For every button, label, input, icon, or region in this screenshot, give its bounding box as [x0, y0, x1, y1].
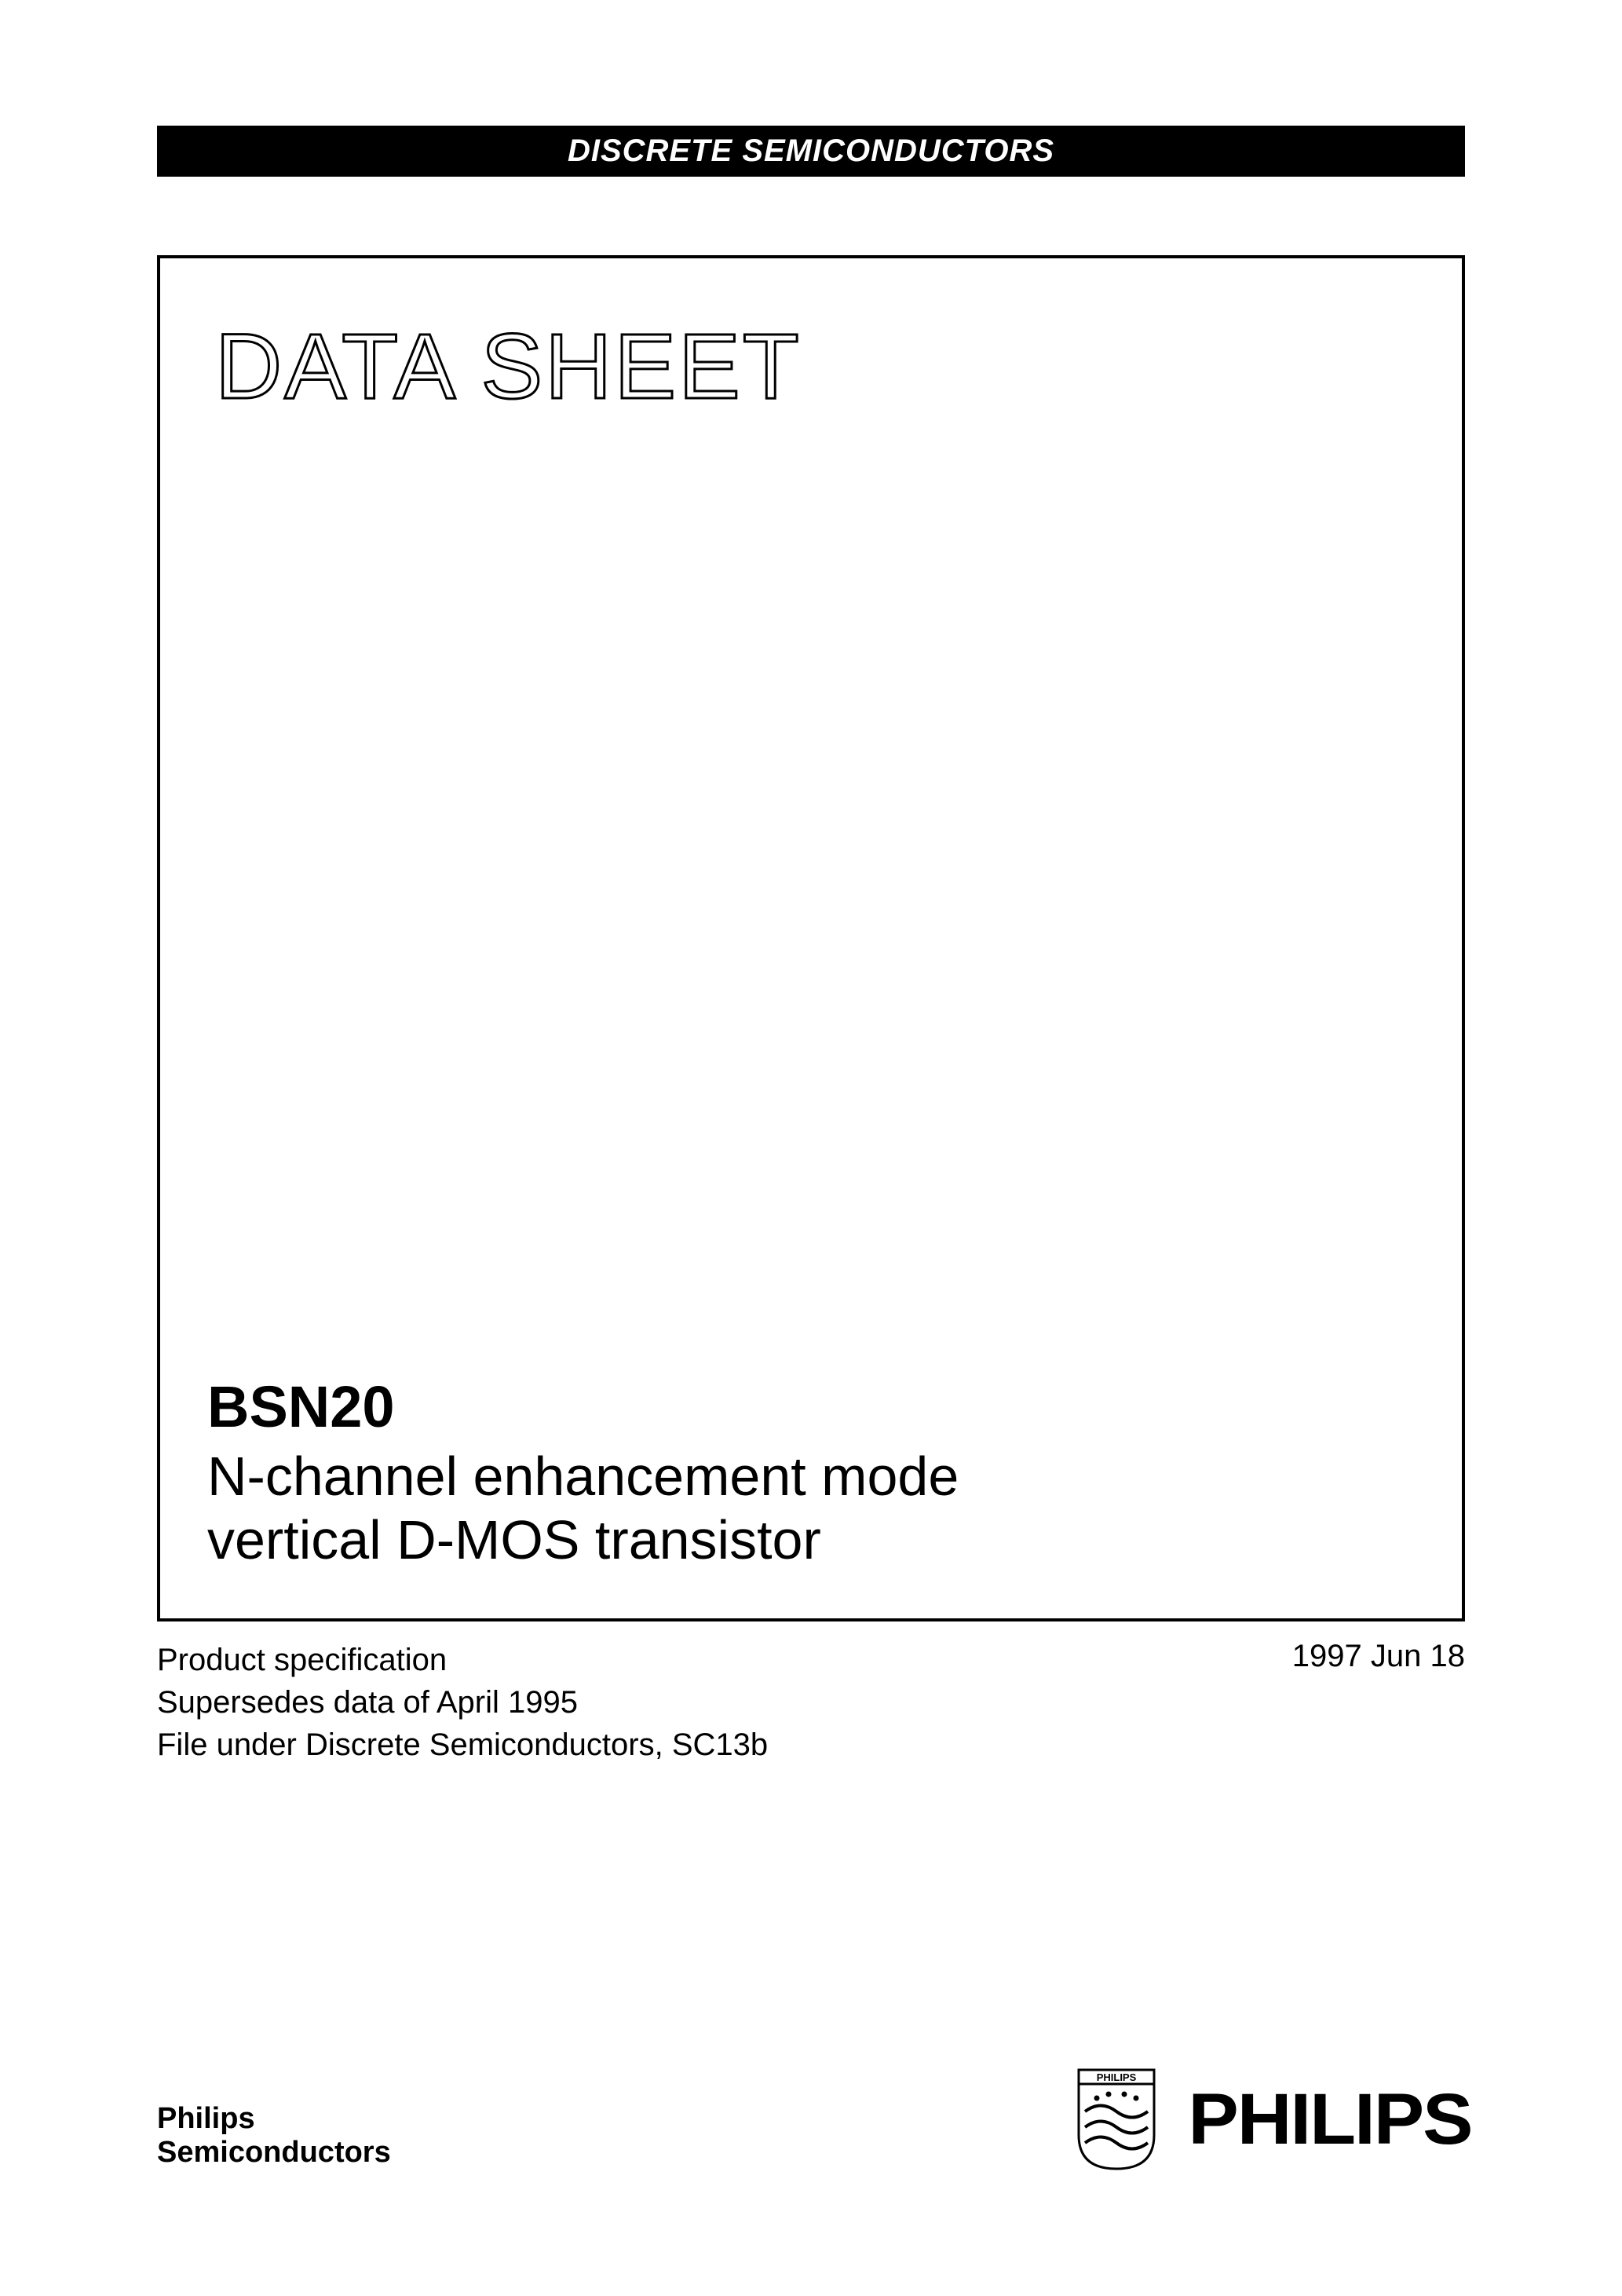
- meta-left-block: Product specification Supersedes data of…: [157, 1639, 768, 1766]
- category-header-bar: DISCRETE SEMICONDUCTORS: [157, 126, 1465, 177]
- product-block: BSN20 N-channel enhancement mode vertica…: [207, 1373, 959, 1571]
- svg-text:PHILIPS: PHILIPS: [1097, 2071, 1137, 2083]
- meta-line-file-under: File under Discrete Semiconductors, SC13…: [157, 1724, 768, 1766]
- meta-line-supersedes: Supersedes data of April 1995: [157, 1681, 768, 1724]
- meta-date: 1997 Jun 18: [1292, 1639, 1465, 1766]
- meta-line-specification: Product specification: [157, 1639, 768, 1681]
- footer-brand-line1: Philips: [157, 2102, 391, 2137]
- page-footer: Philips Semiconductors PHILIPS PHILIPS: [157, 2068, 1465, 2170]
- philips-wordmark: PHILIPS: [1189, 2078, 1472, 2161]
- product-desc-line2: vertical D-MOS transistor: [207, 1508, 959, 1572]
- main-content-box: DATA SHEET BSN20 N-channel enhancement m…: [157, 255, 1465, 1621]
- meta-row: Product specification Supersedes data of…: [157, 1639, 1465, 1766]
- product-desc-line1: N-channel enhancement mode: [207, 1445, 959, 1508]
- data-sheet-title: DATA SHEET: [215, 313, 1415, 420]
- footer-brand-text: Philips Semiconductors: [157, 2102, 391, 2170]
- footer-logo-group: PHILIPS PHILIPS: [1077, 2068, 1465, 2170]
- product-description: N-channel enhancement mode vertical D-MO…: [207, 1445, 959, 1571]
- philips-shield-icon: PHILIPS: [1077, 2068, 1156, 2170]
- product-code: BSN20: [207, 1373, 959, 1440]
- footer-brand-line2: Semiconductors: [157, 2136, 391, 2170]
